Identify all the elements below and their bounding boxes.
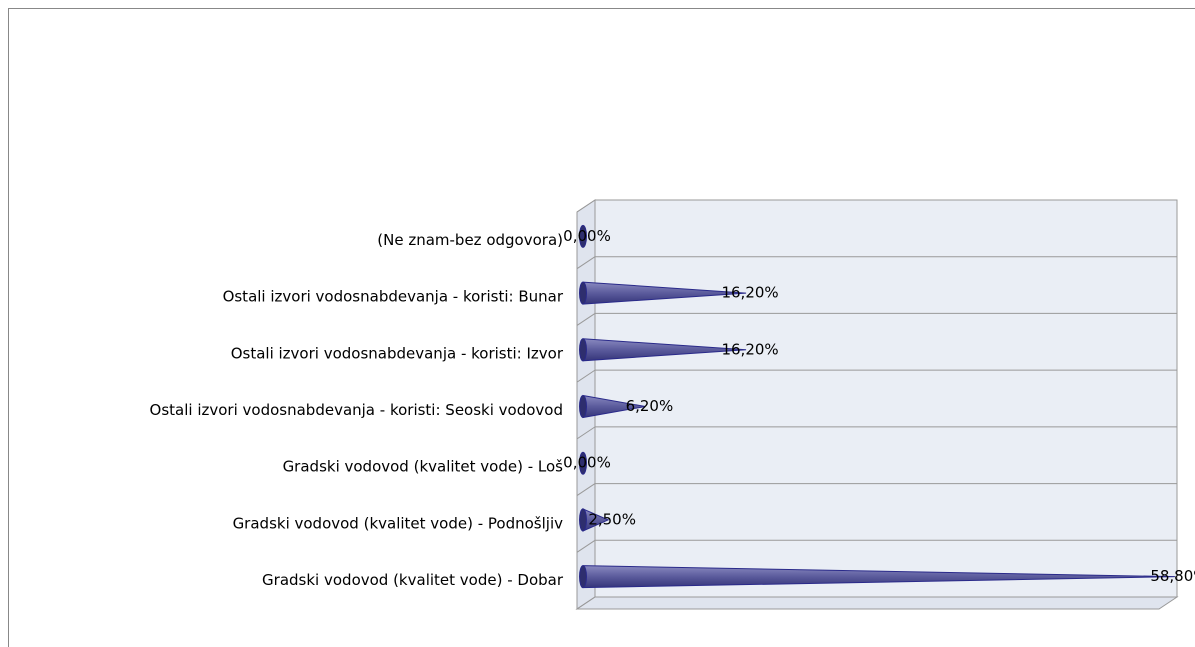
category-label: Gradski vodovod (kvalitet vode) - Podnoš… (233, 514, 564, 532)
cone-base (579, 565, 587, 589)
band-line (576, 483, 596, 496)
band-line (576, 199, 596, 213)
value-label: 0,00% (563, 227, 611, 245)
chart-frame (8, 8, 1195, 647)
cone-base (579, 508, 587, 532)
bar (579, 338, 747, 362)
category-label: Gradski vodovod (kvalitet vode) - Loš (283, 458, 564, 476)
value-label: 16,20% (721, 340, 778, 358)
cone-base (579, 224, 587, 248)
value-label: 2,50% (588, 510, 636, 528)
category-label: Ostali izvori vodosnabdevanja - koristi:… (231, 344, 564, 362)
category-label: (Ne znam-bez odgovora) (377, 231, 563, 249)
band-line (576, 313, 596, 326)
band-line (576, 256, 596, 270)
bar (579, 224, 587, 248)
bar (579, 508, 610, 532)
cone-base (579, 338, 587, 362)
band-line (576, 596, 596, 610)
floor (575, 596, 1179, 610)
category-label: Ostali izvori vodosnabdevanja - koristi:… (150, 401, 563, 419)
value-label: 16,20% (721, 284, 778, 302)
band-line (576, 369, 596, 383)
cone-base (579, 451, 587, 475)
bar (579, 451, 587, 475)
back-wall (594, 199, 1178, 598)
bar (579, 394, 646, 419)
cone-base (579, 395, 587, 418)
bar (579, 565, 1175, 589)
category-label: Ostali izvori vodosnabdevanja - koristi:… (223, 288, 564, 306)
cone-base (579, 281, 587, 305)
category-label: Gradski vodovod (kvalitet vode) - Dobar (262, 571, 564, 589)
value-label: 6,20% (626, 397, 674, 415)
value-label: 58,80% (1150, 567, 1195, 585)
band-line (576, 539, 596, 553)
bar (579, 281, 747, 305)
value-label: 0,00% (563, 454, 611, 472)
band-line (576, 426, 596, 440)
